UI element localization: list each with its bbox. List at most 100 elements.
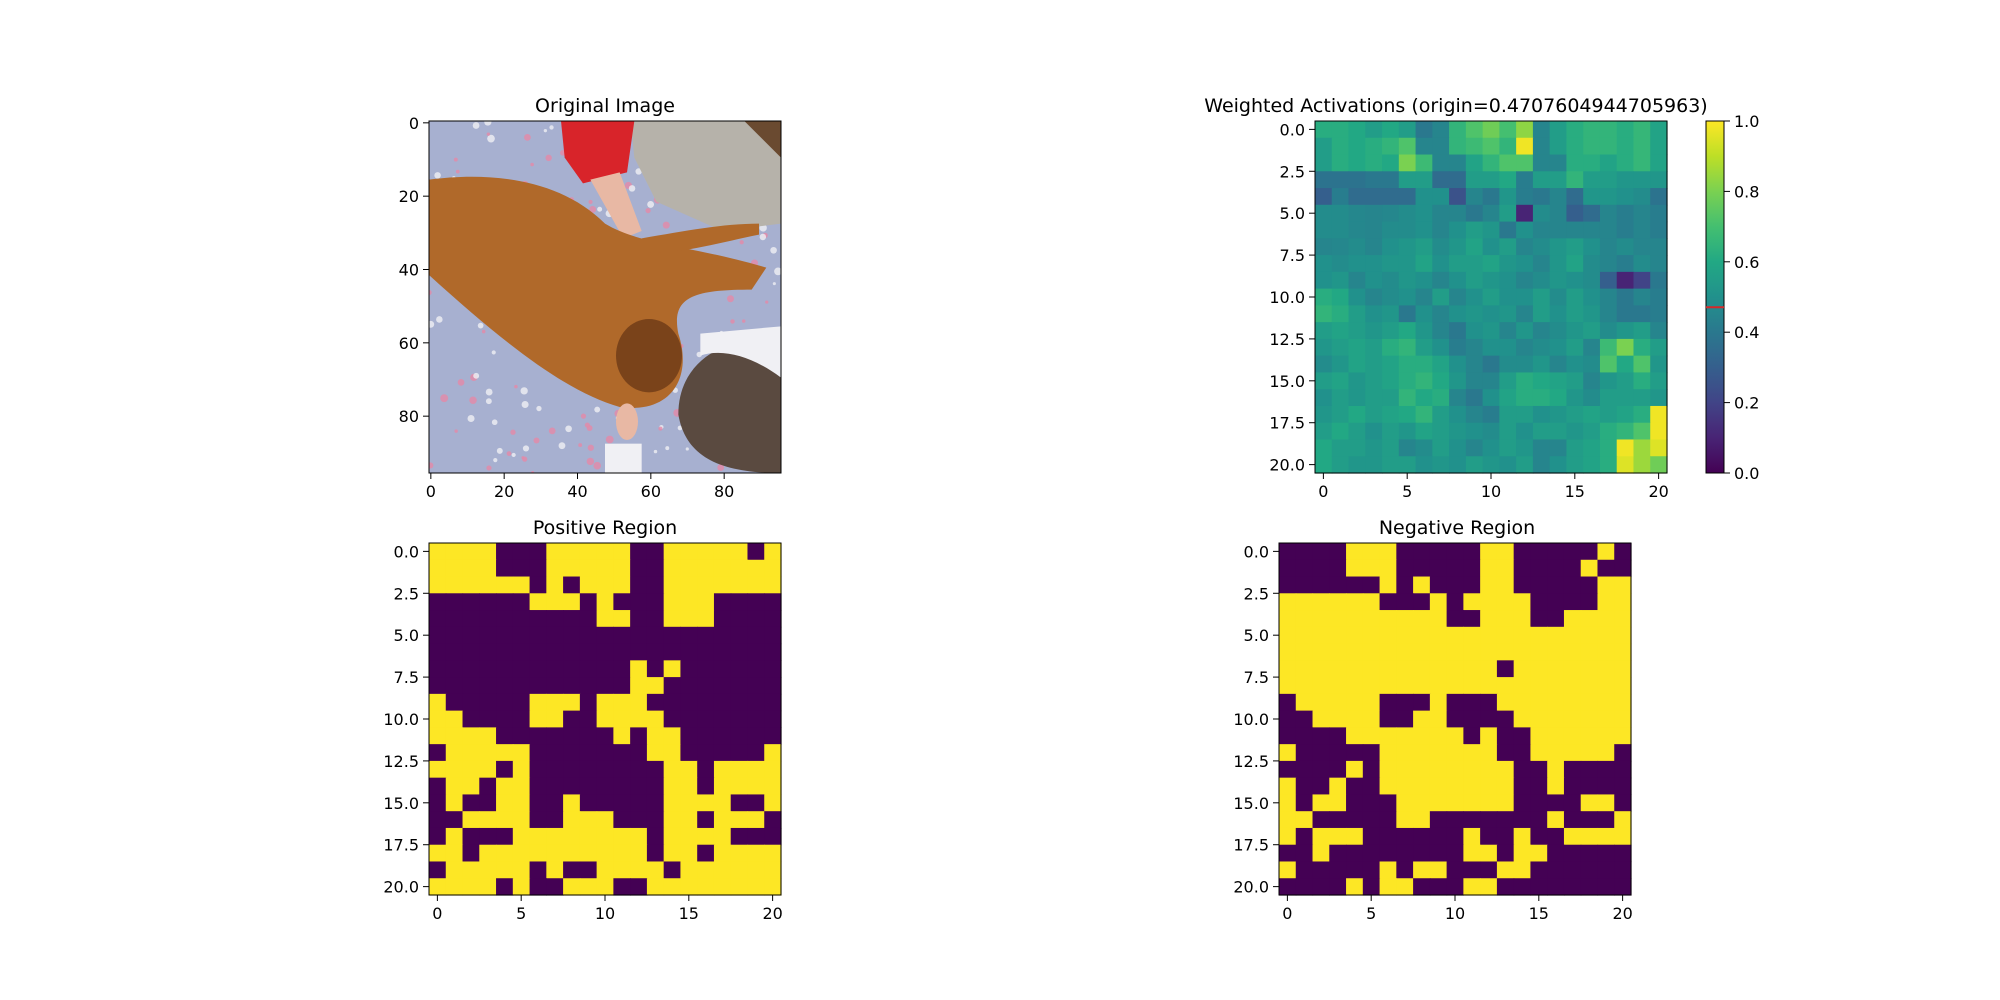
negative-cell [1597, 660, 1615, 678]
weighted-cell [1583, 422, 1601, 441]
negative-cell [1295, 794, 1314, 812]
positive-cell [663, 693, 682, 712]
negative-xtick-label: 15 [1529, 904, 1549, 923]
weighted-cell [1482, 171, 1500, 189]
positive-cell [579, 811, 598, 829]
weighted-cell [1482, 322, 1500, 340]
axes-negative: 0 5 10 15 20 0.0 2.5 5.0 7.5 10.0 12.5 15.0 17.5 20.0 [1233, 542, 1632, 923]
photo-flower-dot [584, 422, 590, 428]
positive-cell [445, 861, 464, 879]
weighted-cell [1482, 355, 1500, 374]
positive-cell [680, 861, 698, 879]
weighted-cell [1315, 271, 1333, 290]
weighted-cell [1449, 322, 1467, 340]
negative-cell [1346, 794, 1364, 812]
weighted-cell [1532, 322, 1551, 340]
negative-cell [1530, 660, 1548, 678]
photo-flower-dot [522, 445, 530, 452]
positive-cell [646, 827, 665, 846]
positive-cell [512, 811, 531, 829]
weighted-cell [1432, 338, 1450, 357]
positive-cell [563, 827, 581, 846]
negative-cell [1547, 777, 1565, 796]
weighted-cell [1315, 338, 1333, 357]
positive-cell [462, 626, 480, 645]
negative-cell [1547, 710, 1565, 728]
negative-cell [1396, 543, 1414, 561]
positive-cell [680, 878, 698, 896]
negative-cell [1295, 844, 1314, 863]
positive-cell [479, 794, 497, 812]
positive-cell [613, 643, 631, 661]
photo-flower-dot [434, 172, 441, 179]
positive-ytick-label: 15.0 [383, 794, 419, 813]
positive-cell [512, 727, 531, 745]
positive-cell [496, 559, 514, 578]
positive-cell [563, 760, 581, 779]
weighted-cell [1650, 288, 1668, 306]
photo-flower-dot [658, 426, 663, 431]
positive-cell [713, 878, 732, 896]
negative-cell [1563, 543, 1582, 561]
weighted-cell [1549, 221, 1568, 239]
negative-cell [1614, 677, 1632, 695]
weighted-cell [1650, 389, 1668, 407]
weighted-cell [1633, 255, 1651, 273]
positive-cell [546, 576, 564, 594]
weighted-cell [1432, 154, 1450, 172]
photo-flower-dot [436, 316, 443, 323]
weighted-cell [1599, 204, 1618, 223]
negative-cell [1480, 861, 1498, 879]
weighted-xtick-label: 5 [1402, 482, 1412, 501]
negative-cell [1295, 777, 1314, 796]
positive-cell [646, 744, 665, 762]
negative-cell [1547, 794, 1565, 812]
positive-cell [546, 559, 564, 578]
weighted-cell [1331, 456, 1350, 474]
positive-cell [512, 794, 531, 812]
negative-cell [1429, 660, 1448, 678]
positive-cell [445, 760, 464, 779]
weighted-cell [1566, 456, 1584, 474]
positive-cell [429, 593, 447, 611]
negative-cell [1463, 861, 1481, 879]
photo-flower-dot [730, 319, 735, 324]
weighted-cell [1348, 405, 1366, 424]
positive-cell [764, 677, 782, 695]
positive-cell [546, 693, 564, 712]
positive-cell [663, 844, 682, 863]
weighted-cell [1650, 255, 1668, 273]
positive-cell [613, 861, 631, 879]
weighted-cell [1315, 288, 1333, 306]
weighted-cell [1532, 204, 1551, 223]
negative-cell [1547, 543, 1565, 561]
negative-cell [1446, 593, 1464, 611]
positive-cell [747, 576, 765, 594]
negative-cell [1362, 760, 1381, 779]
positive-ytick-label: 5.0 [394, 626, 419, 645]
weighted-ytick-label: 5.0 [1280, 204, 1305, 223]
positive-cell [496, 777, 514, 796]
positive-cell [496, 827, 514, 846]
weighted-cell [1398, 137, 1417, 156]
positive-cell [563, 610, 581, 628]
positive-cell [529, 610, 547, 628]
weighted-cell [1398, 188, 1417, 206]
positive-ytick-label: 20.0 [383, 878, 419, 897]
negative-cell [1597, 878, 1615, 896]
weighted-cell [1633, 355, 1651, 374]
negative-cell [1496, 643, 1515, 661]
negative-cell [1513, 610, 1532, 628]
weighted-cell [1599, 238, 1618, 256]
photo-flower-dot [543, 129, 548, 133]
negative-cell [1463, 744, 1481, 762]
negative-cell [1295, 593, 1314, 611]
positive-cell [680, 626, 698, 645]
positive-cell [546, 777, 564, 796]
negative-cell [1379, 710, 1397, 728]
positive-cell [579, 643, 598, 661]
weighted-cell [1599, 338, 1618, 357]
positive-cell [713, 543, 732, 561]
positive-cell [462, 576, 480, 594]
